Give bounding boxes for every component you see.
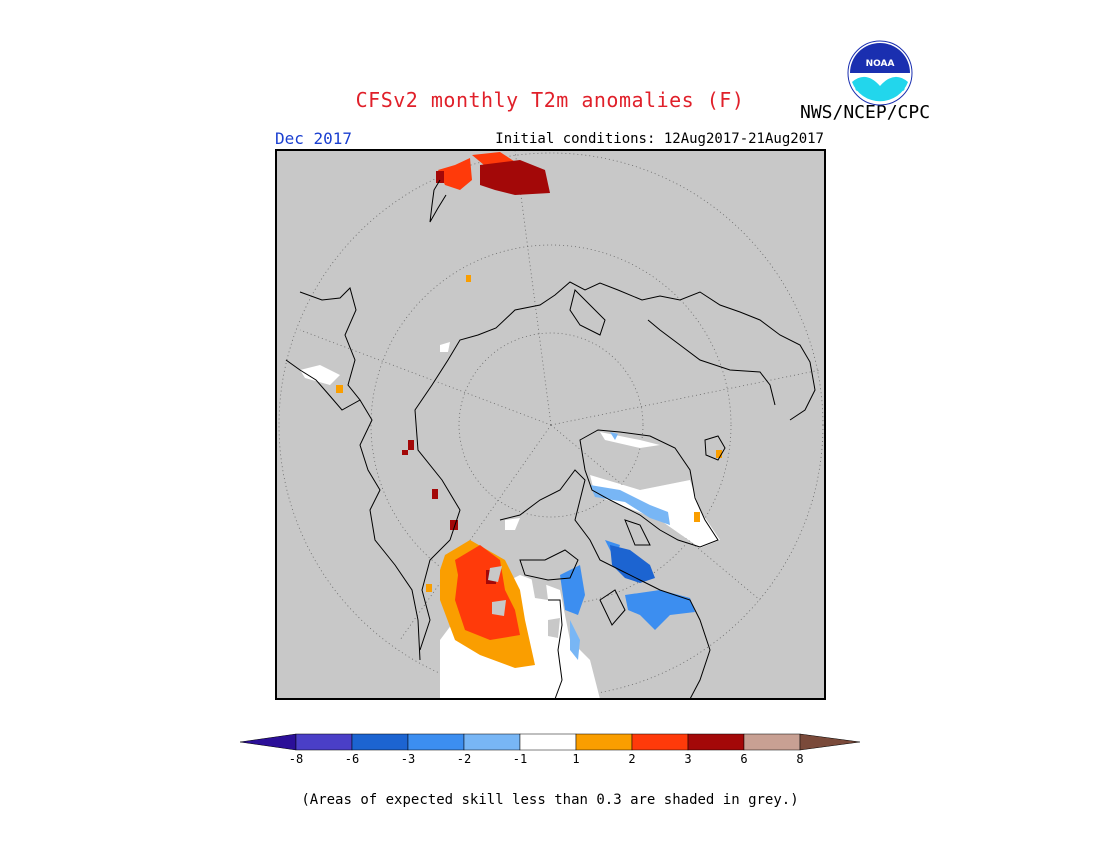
colorbar-tick-label: -8 — [288, 752, 304, 766]
logo-text: NOAA — [866, 59, 895, 69]
colorbar-bin — [519, 733, 577, 751]
colorbar-bin — [687, 733, 745, 751]
colorbar-bin — [631, 733, 689, 751]
map-panel — [275, 149, 826, 700]
colorbar-lower-arrow — [239, 733, 297, 751]
noaa-logo: NOAA — [847, 40, 913, 106]
colorbar-bin — [351, 733, 409, 751]
colorbar-tick-label: 6 — [740, 752, 748, 766]
colorbar-bin — [575, 733, 633, 751]
colorbar-tick-label: 1 — [572, 752, 580, 766]
colorbar-tick-label: -1 — [512, 752, 528, 766]
map-title: CFSv2 monthly T2m anomalies (F) — [355, 88, 745, 112]
colorbar-upper-arrow — [799, 733, 861, 751]
colorbar-bin — [295, 733, 353, 751]
colorbar-tick-label: -3 — [400, 752, 416, 766]
colorbar-bin — [743, 733, 801, 751]
anomaly-shading — [300, 152, 722, 698]
colorbar — [239, 733, 861, 751]
colorbar-tick-label: -2 — [456, 752, 472, 766]
coastlines — [285, 179, 816, 698]
initial-conditions: Initial conditions: 12Aug2017-21Aug2017 — [495, 131, 824, 147]
skill-footnote: (Areas of expected skill less than 0.3 a… — [301, 792, 799, 808]
colorbar-tick-label: -6 — [344, 752, 360, 766]
colorbar-tick-label: 3 — [684, 752, 692, 766]
colorbar-bin — [463, 733, 521, 751]
colorbar-tick-label: 8 — [796, 752, 804, 766]
agency-label: NWS/NCEP/CPC — [800, 102, 931, 123]
latitude-circles — [278, 152, 824, 698]
target-month: Dec 2017 — [275, 129, 353, 148]
colorbar-tick-label: 2 — [628, 752, 636, 766]
colorbar-bin — [407, 733, 465, 751]
